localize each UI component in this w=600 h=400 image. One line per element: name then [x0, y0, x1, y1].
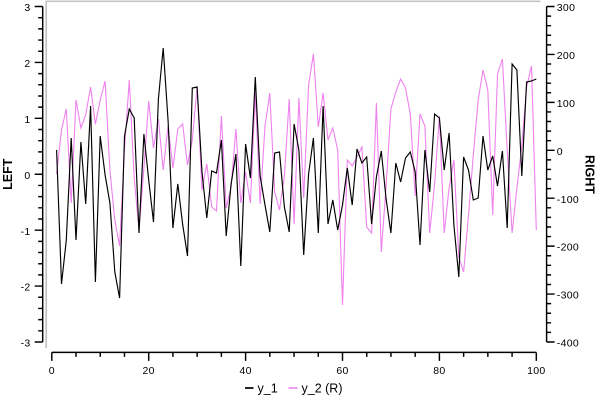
svg-text:-1: -1: [21, 226, 31, 238]
svg-text:100: 100: [557, 98, 575, 110]
svg-text:0: 0: [557, 146, 563, 158]
svg-text:300: 300: [557, 2, 575, 14]
svg-text:RIGHT: RIGHT: [583, 155, 597, 194]
svg-text:200: 200: [557, 50, 575, 62]
svg-text:-3: -3: [21, 338, 31, 350]
svg-text:LEFT: LEFT: [1, 158, 15, 190]
svg-text:1: 1: [24, 114, 30, 126]
svg-text:3: 3: [24, 2, 30, 14]
svg-text:y_1: y_1: [258, 382, 278, 396]
svg-text:y_2 (R): y_2 (R): [302, 382, 343, 396]
svg-text:-100: -100: [557, 194, 579, 206]
svg-text:-400: -400: [557, 338, 579, 350]
svg-text:-300: -300: [557, 290, 579, 302]
svg-text:2: 2: [24, 58, 30, 70]
svg-text:80: 80: [433, 365, 445, 377]
svg-text:60: 60: [336, 365, 348, 377]
svg-text:100: 100: [527, 365, 545, 377]
svg-text:0: 0: [24, 170, 30, 182]
svg-text:20: 20: [143, 365, 155, 377]
svg-text:40: 40: [239, 365, 251, 377]
svg-text:-200: -200: [557, 242, 579, 254]
svg-text:0: 0: [49, 365, 55, 377]
svg-text:-2: -2: [21, 282, 31, 294]
